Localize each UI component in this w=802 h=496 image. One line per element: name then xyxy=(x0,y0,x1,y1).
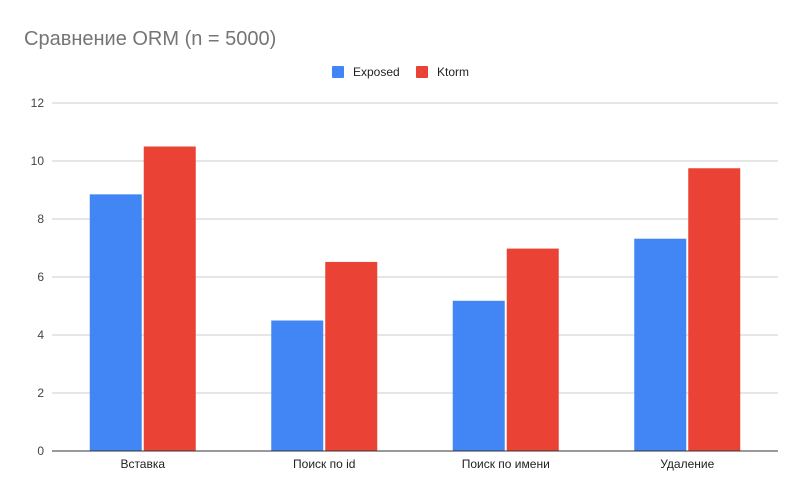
x-tick-label: Удаление xyxy=(660,457,714,471)
legend-label-ktorm: Ktorm xyxy=(437,65,469,79)
y-axis-ticks: 0 2 4 6 8 10 12 xyxy=(31,96,45,458)
legend-label-exposed: Exposed xyxy=(353,65,400,79)
y-tick-label: 8 xyxy=(37,212,44,226)
x-tick-label: Поиск по имени xyxy=(462,457,550,471)
bar-exposed-1 xyxy=(271,320,324,451)
bar-exposed-2 xyxy=(452,300,505,451)
y-tick-label: 10 xyxy=(31,154,45,168)
x-tick-label: Поиск по id xyxy=(293,457,355,471)
y-tick-label: 6 xyxy=(37,270,44,284)
bar-ktorm-1 xyxy=(325,261,378,451)
bar-exposed-3 xyxy=(634,238,687,451)
legend: Exposed Ktorm xyxy=(332,65,469,79)
bar-exposed-0 xyxy=(89,194,142,451)
legend-swatch-ktorm xyxy=(416,66,428,78)
bar-ktorm-3 xyxy=(688,168,741,451)
y-tick-label: 4 xyxy=(37,328,44,342)
y-tick-label: 2 xyxy=(37,386,44,400)
y-tick-label: 12 xyxy=(31,96,45,110)
bar-ktorm-2 xyxy=(506,248,559,451)
bars xyxy=(89,146,741,451)
legend-swatch-exposed xyxy=(332,66,344,78)
x-tick-label: Вставка xyxy=(120,457,165,471)
bar-ktorm-0 xyxy=(143,146,196,451)
x-axis-labels: Вставка Поиск по id Поиск по имени Удаление xyxy=(120,457,714,471)
chart-title: Сравнение ORM (n = 5000) xyxy=(24,28,276,50)
y-tick-label: 0 xyxy=(37,444,44,458)
